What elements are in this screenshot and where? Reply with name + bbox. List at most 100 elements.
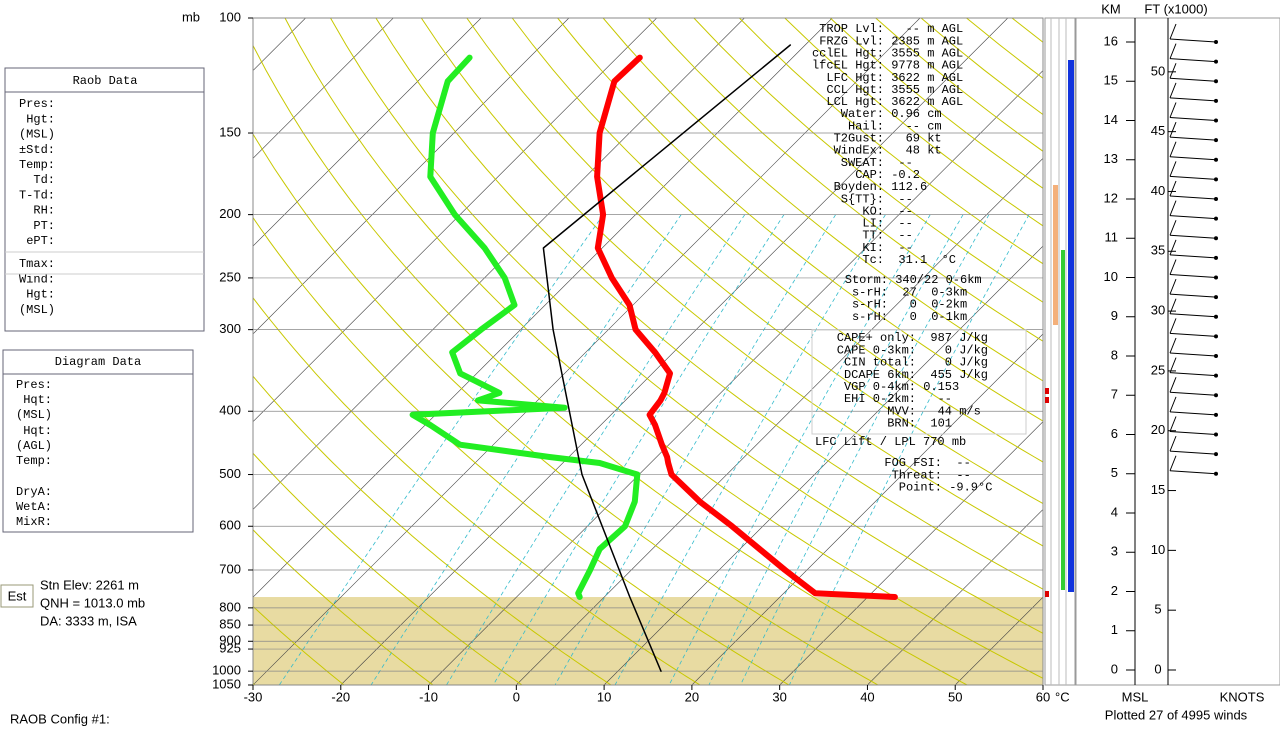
- barb-station: [1214, 79, 1218, 84]
- y-tick-label: 500: [219, 466, 241, 481]
- index-value: 69 kt: [884, 132, 942, 146]
- station-line: DA: 3333 m, ISA: [40, 613, 137, 628]
- barb-staff: [1169, 234, 1217, 239]
- index-value: -9.9°C: [942, 481, 992, 495]
- mixing-ratio-line: [614, 214, 886, 685]
- sounding-trace: [542, 44, 792, 672]
- barb-feather: [1169, 161, 1177, 177]
- index-label: CAPE 0-3km:: [837, 343, 916, 357]
- diagram-header: [2, 349, 194, 375]
- panel-row: Tmax:: [19, 257, 55, 271]
- mixing-ratio-line: [740, 214, 990, 685]
- index-label: CAP:: [855, 168, 884, 182]
- x-tick-label: 20: [685, 689, 699, 704]
- panel-row: ePT:: [26, 234, 55, 248]
- lift-note: LFC Lift / LPL 770 mb: [815, 435, 966, 449]
- index-label: Threat:: [892, 468, 942, 482]
- barb-station: [1214, 138, 1218, 143]
- ft-tick-label: 50: [1151, 63, 1165, 78]
- ft-tick-label: 15: [1151, 482, 1165, 497]
- barb-staff: [1169, 38, 1217, 43]
- panel-row: (MSL): [19, 303, 55, 317]
- y-tick-label: 300: [219, 321, 241, 336]
- panel-row: Hqt:: [23, 393, 52, 407]
- knots-label: KNOTS: [1220, 689, 1265, 704]
- km-label: KM: [1101, 1, 1121, 16]
- barb-feather: [1169, 23, 1177, 40]
- barb-staff: [1169, 431, 1217, 435]
- x-tick-label: 30: [772, 689, 786, 704]
- dry-adiabat: [648, 18, 1043, 342]
- index-label: Boyden:: [834, 180, 884, 194]
- y-tick-label: 925: [219, 640, 241, 655]
- barb-staff: [1169, 215, 1217, 220]
- y-tick-label: 100: [219, 9, 241, 24]
- x-tick-label: -30: [244, 689, 263, 704]
- barb-staff: [1169, 175, 1217, 180]
- panel-row: (MSL): [16, 408, 52, 422]
- barb-feather: [1169, 259, 1177, 275]
- barb-feather: [1169, 43, 1177, 59]
- barb-staff: [1169, 195, 1217, 200]
- panel-row: Td:: [33, 173, 55, 187]
- dry-adiabat: [253, 605, 345, 685]
- index-label: s-rH:: [852, 310, 888, 324]
- isotherm: [340, 18, 1009, 685]
- mixing-ratio-line: [492, 214, 785, 685]
- barb-staff: [1169, 372, 1217, 377]
- barb-feather: [1169, 63, 1177, 79]
- index-label: CCL Hgt:: [826, 83, 884, 97]
- x-tick-label: 60: [1036, 689, 1050, 704]
- y-tick-label: 800: [219, 599, 241, 614]
- dry-adiabat: [693, 18, 1043, 303]
- index-value: 0 J/kg: [916, 343, 988, 357]
- station-line: Stn Elev: 2261 m: [40, 577, 139, 592]
- panel-row: MixR:: [16, 515, 52, 529]
- panel-title: Raob Data: [73, 74, 138, 88]
- dry-adiabat: [420, 18, 1043, 547]
- panel-row: Temp:: [16, 454, 52, 468]
- index-value: 340/22 0-6km: [888, 273, 982, 287]
- index-label: Tc:: [862, 253, 884, 267]
- dry-adiabat: [511, 18, 1043, 463]
- index-label: CIN total:: [844, 356, 916, 370]
- km-tick-label: 13: [1104, 151, 1118, 166]
- barb-feather: [1169, 337, 1177, 354]
- index-label: S{TT}:: [841, 192, 884, 206]
- barb-station: [1214, 177, 1218, 182]
- y-tick-label: 200: [219, 206, 241, 221]
- sounding-trace: [594, 54, 898, 600]
- x-tick-label: 10: [597, 689, 611, 704]
- est-badge: [0, 584, 34, 608]
- index-label: s-rH:: [852, 285, 888, 299]
- msl-label: MSL: [1122, 689, 1149, 704]
- barb-staff: [1169, 136, 1217, 141]
- barb-station: [1214, 275, 1218, 280]
- dry-adiabat: [253, 216, 790, 685]
- station-line: QNH = 1013.0 mb: [40, 595, 145, 610]
- panel-row: Hgt:: [26, 288, 55, 302]
- index-label: lfcEL Hgt:: [812, 59, 884, 73]
- dry-adiabat: [253, 375, 612, 685]
- isotherm: [691, 333, 1043, 685]
- barb-station: [1214, 295, 1218, 300]
- km-tick-label: 11: [1105, 230, 1119, 245]
- barb-staff: [1169, 254, 1217, 259]
- index-value: 2385 m AGL: [884, 34, 963, 48]
- barb-station: [1214, 40, 1218, 44]
- index-label: FRZG Lvl:: [819, 34, 884, 48]
- barb-station: [1214, 197, 1218, 201]
- y-unit: mb: [182, 9, 200, 24]
- barb-feather: [1169, 278, 1177, 295]
- index-value: 27 0-3km: [888, 285, 967, 299]
- index-label: EHI 0-2km:: [844, 392, 916, 406]
- index-value: 9778 m AGL: [884, 59, 963, 73]
- barb-station: [1214, 59, 1218, 64]
- panel-row: Hgt:: [26, 112, 55, 126]
- isotherm: [253, 18, 833, 598]
- strip-bar: [1045, 591, 1049, 597]
- barb-station: [1214, 216, 1218, 221]
- y-tick-label: 1050: [212, 676, 241, 691]
- index-value: --: [916, 392, 952, 406]
